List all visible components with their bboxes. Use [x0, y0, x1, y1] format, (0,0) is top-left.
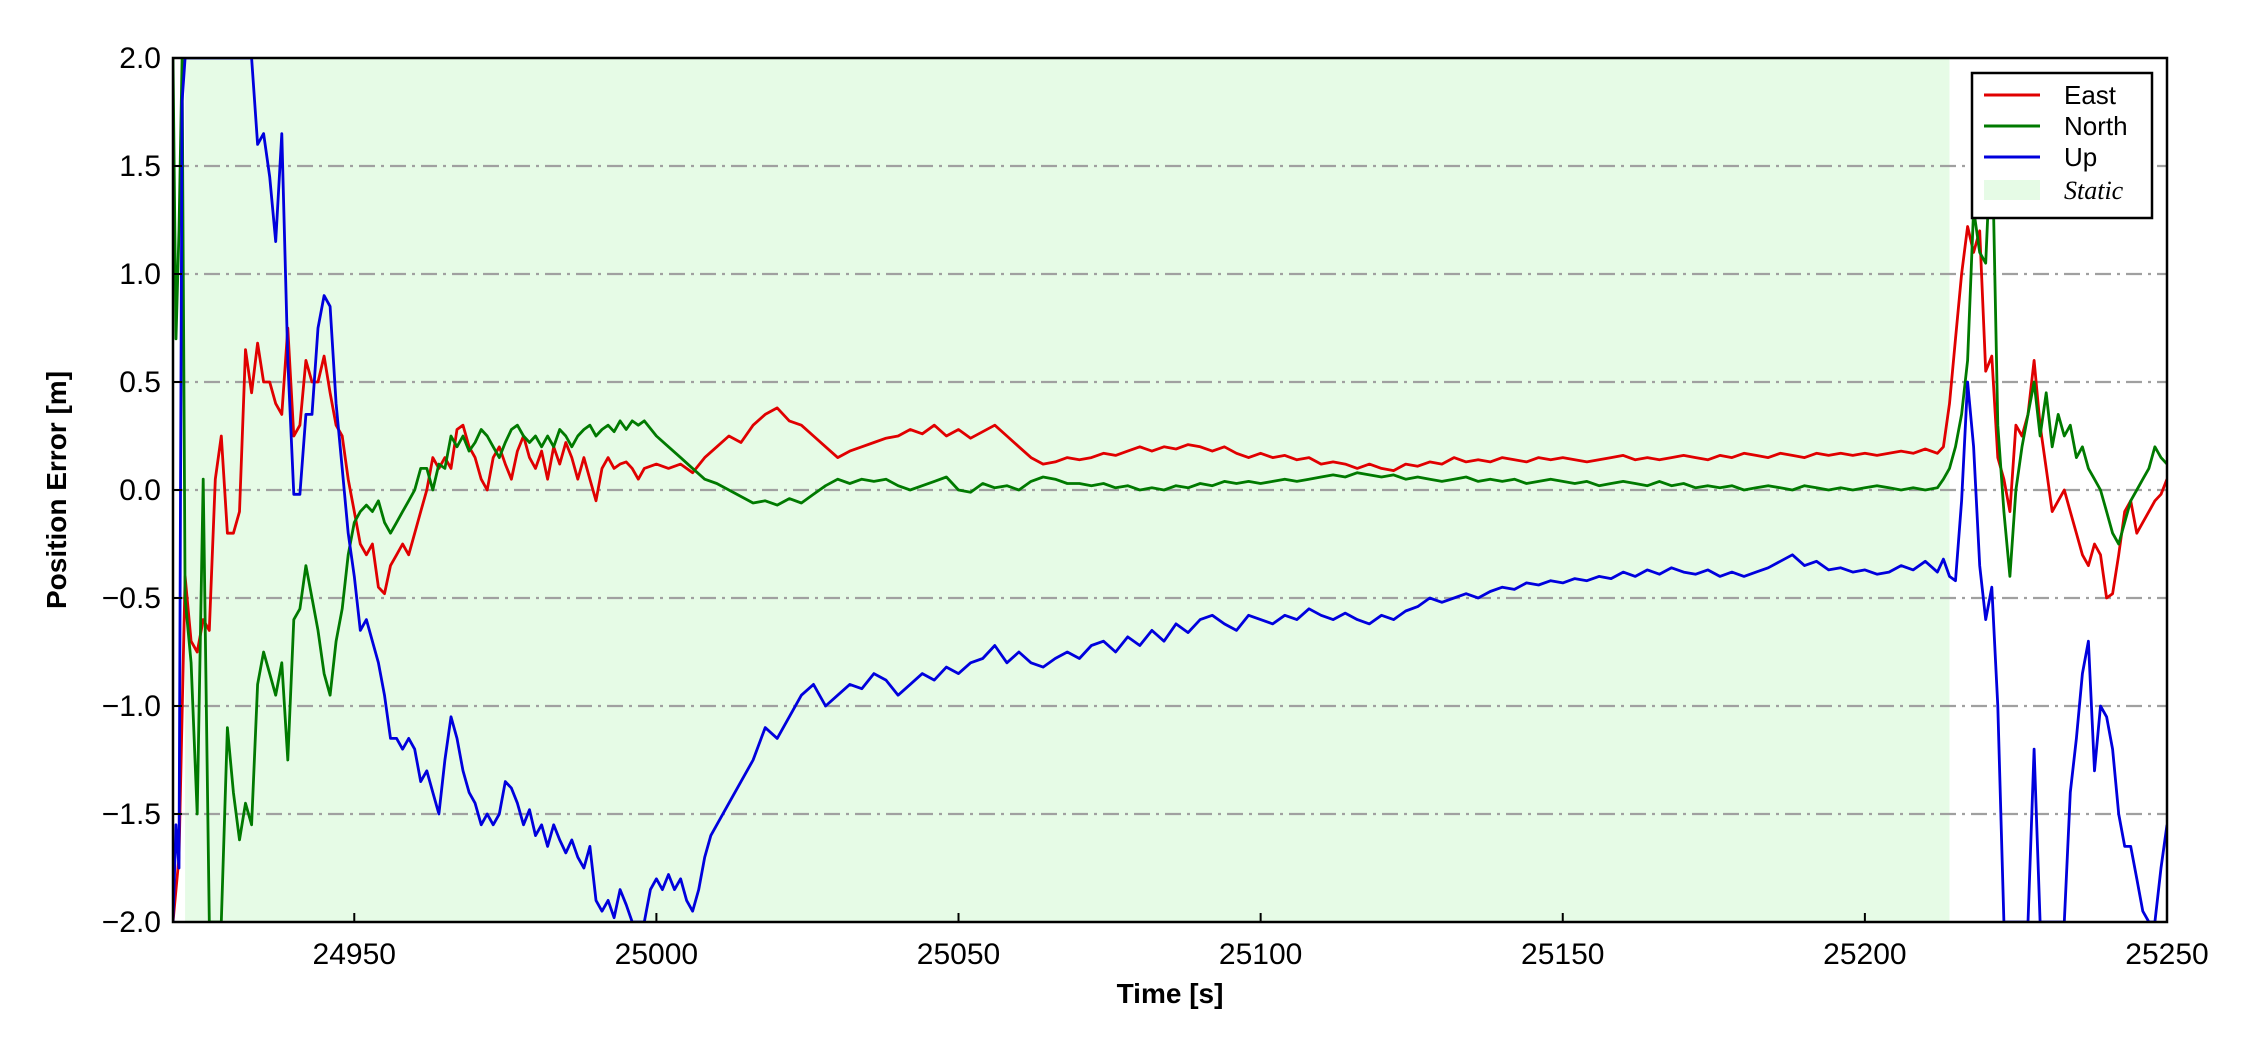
y-tick-label: 0.5 [119, 366, 161, 399]
y-tick-label: 0.0 [119, 474, 161, 507]
horizontal-gridlines [173, 164, 2167, 816]
y-tick-label: −0.5 [102, 582, 161, 615]
legend-swatch-static [1984, 180, 2040, 200]
x-tick-label: 25000 [615, 938, 698, 971]
y-tick-label: 2.0 [119, 42, 161, 75]
x-tick-label: 25250 [2125, 938, 2208, 971]
x-axis-ticks: 24950 25000 25050 25100 25150 25200 25250 [313, 913, 2209, 971]
y-tick-label: −1.0 [102, 690, 161, 723]
y-axis-label: Position Error [m] [41, 371, 72, 609]
y-tick-label: 1.5 [119, 150, 161, 183]
y-tick-label: 1.0 [119, 258, 161, 291]
x-tick-label: 25050 [917, 938, 1000, 971]
x-tick-label: 25150 [1521, 938, 1604, 971]
y-axis-ticks: −2.0 −1.5 −1.0 −0.5 0.0 0.5 1.0 1.5 2.0 [102, 42, 182, 939]
series-line-north [173, 58, 2167, 922]
series-lines [173, 58, 2167, 922]
y-tick-label: −2.0 [102, 906, 161, 939]
legend-label-east: East [2064, 80, 2117, 110]
x-tick-label: 25200 [1823, 938, 1906, 971]
legend-label-up: Up [2064, 142, 2097, 172]
series-line-east [173, 225, 2167, 922]
static-region-rect [185, 58, 1950, 922]
series-line-up [173, 58, 2167, 922]
legend-label-north: North [2064, 111, 2128, 141]
static-region-band [185, 58, 1950, 922]
x-tick-label: 24950 [313, 938, 396, 971]
legend-label-static: Static [2064, 176, 2124, 205]
x-axis-label: Time [s] [1117, 978, 1224, 1009]
x-tick-label: 25100 [1219, 938, 1302, 971]
y-tick-label: −1.5 [102, 798, 161, 831]
